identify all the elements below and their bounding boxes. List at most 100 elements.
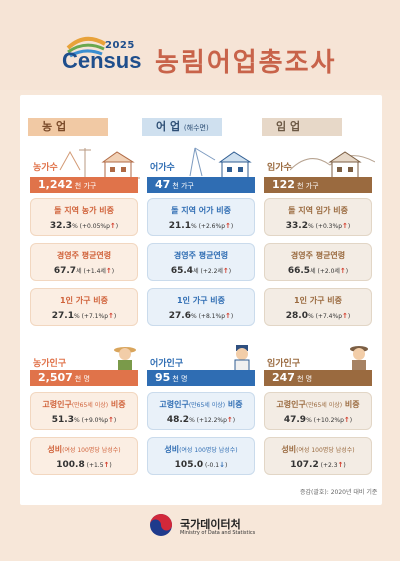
card-value: 27.6 [168,311,191,321]
card-title: 고령인구 [276,400,306,409]
card-title-note: (만65세 이상) [71,402,109,409]
farm-population-label: 농가인구 [33,359,67,369]
farm-population-value: 2,507 [38,371,73,384]
card-title: 고령인구 [159,400,189,409]
card-delta-end: ) [228,268,232,275]
up-arrow-icon: ↑ [103,461,110,469]
card-title: 1인 가구 비중 [177,296,225,305]
card-value: 105.0 [174,460,204,470]
card-delta: % (+7.1%p [73,313,109,320]
card-delta: (-0.1 [203,462,220,469]
up-arrow-icon: ↑ [225,222,231,230]
card-title-line: 성비(여성 100명당 남성수) [31,444,137,455]
farm-card-2: 경영주 평균연령 67.7세 (+1.4세↑) [30,243,138,281]
fish-household-value: 47 [155,178,171,191]
fishing-port-icon [170,147,255,179]
card-delta-end: ) [345,268,349,275]
up-arrow-icon: ↑ [108,312,114,320]
card-title-line: 고령인구(만65세 이상) 비중 [31,399,137,410]
card-title-line: 성비(여성 100명당 남성수) [148,444,254,455]
card-title-note: (여성 100명당 남성수) [62,447,121,454]
card-value-line: 100.8 (+1.5↑) [31,460,137,470]
card-title: 성비 [164,445,180,454]
sector-farm: 농 업 [28,118,108,136]
card-title: 고령인구 [42,400,72,409]
card-value-line: 32.3% (+0.05%p↑) [31,221,137,231]
card-delta-end: ) [347,313,351,320]
fish-population-unit: 천 명 [172,375,188,383]
card-title: 경영주 평균연령 [56,251,112,260]
card-title-note: (만65세 이상) [188,402,226,409]
farm-card-1: 돌 지역 농가 비중 32.3% (+0.05%p↑) [30,198,138,236]
card-title-note: (만65세 이상) [305,402,343,409]
up-arrow-icon: ↑ [342,222,348,230]
card-delta-end: ) [111,268,115,275]
up-arrow-icon: ↑ [222,267,229,275]
page-title: 농림어업총조사 [155,48,337,78]
forest-household-unit: 천 가구 [296,182,319,190]
fish-population-label: 어가인구 [150,359,184,369]
forest-pop-card-1: 고령인구(만65세 이상) 비중 47.9% (+10.2%p↑) [264,392,372,430]
farm-population-bar: 2,507 천 명 [30,370,138,386]
farm-household-bar: 1,242 천 가구 [30,177,138,193]
card-title: 1인 가구 비중 [294,296,342,305]
card-value: 27.1 [51,311,74,321]
card-value-line: 28.0% (+7.4%p↑) [265,311,371,321]
farm-house-icon [55,148,140,179]
card-value: 67.7 [53,266,77,276]
forest-population-value: 247 [272,371,295,384]
card-value-line: 107.2 (+2.3↑) [265,460,371,470]
card-value: 21.1 [168,221,191,231]
census-logo-icon [66,36,107,58]
card-title-line: 고령인구(만65세 이상) 비중 [265,399,371,410]
sector-fish-label: 어 업 [156,120,181,133]
footnote: 증감(괄호): 2020년 대비 기준 [300,489,378,496]
taegeuk-logo-icon [150,514,172,536]
card-value: 100.8 [56,460,85,470]
farm-population-unit: 천 명 [74,375,90,383]
card-delta: 세 (+2.0세 [310,268,340,275]
farm-pop-card-2: 성비(여성 100명당 남성수) 100.8 (+1.5↑) [30,437,138,475]
card-value-line: 51.3% (+9.0%p↑) [31,415,137,425]
card-value: 28.0 [285,311,308,321]
card-value: 66.5 [287,266,311,276]
card-value: 65.4 [170,266,194,276]
card-value: 107.2 [290,460,319,470]
forest-household-bar: 122 천 가구 [264,177,372,193]
card-delta: (+2.3 [318,462,338,469]
forest-population-unit: 천 명 [296,375,313,383]
card-delta: % (+2.6%p [190,223,226,230]
card-delta-end: ) [232,417,236,424]
forest-household-label: 임가수 [267,163,292,173]
agency-name-en: Ministry of Data and Statistics [180,530,256,536]
up-arrow-icon: ↑ [108,416,114,424]
card-delta-end: ) [113,417,117,424]
card-value-line: 66.5세 (+2.0세↑) [265,266,371,276]
card-title-suffix: 비중 [342,400,360,409]
sector-forest-label: 임 업 [276,120,301,133]
forest-card-1: 돌 지역 임가 비중 33.2% (+0.3%p↑) [264,198,372,236]
card-title: 돌 지역 농가 비중 [54,206,114,215]
card-title: 돌 지역 임가 비중 [288,206,348,215]
card-delta: % (+8.1%p [190,313,226,320]
card-title-suffix: 비중 [108,400,126,409]
logo-word: Census [62,48,142,73]
card-delta-end: ) [109,462,112,469]
header: 2025 Census 농림어업총조사 [0,0,400,90]
sector-fish: 어 업 (해수면) [142,118,222,136]
farm-household-value: 1,242 [38,178,73,191]
card-delta: % (+0.3%p [307,223,343,230]
card-value: 33.2 [285,221,308,231]
up-arrow-icon: ↑ [343,416,350,424]
card-delta-end: ) [224,462,228,469]
card-title-suffix: 비중 [225,400,243,409]
card-title: 돌 지역 어가 비중 [171,206,231,215]
forest-population-label: 임가인구 [267,359,301,369]
up-arrow-icon: ↑ [105,267,112,275]
card-delta-end: ) [343,462,346,469]
card-value-line: 65.4세 (+2.2세↑) [148,266,254,276]
card-value-line: 105.0 (-0.1↓) [148,460,254,470]
down-arrow-icon: ↓ [219,461,225,469]
card-title-line: 고령인구(만65세 이상) 비중 [148,399,254,410]
card-delta-end: ) [349,417,353,424]
